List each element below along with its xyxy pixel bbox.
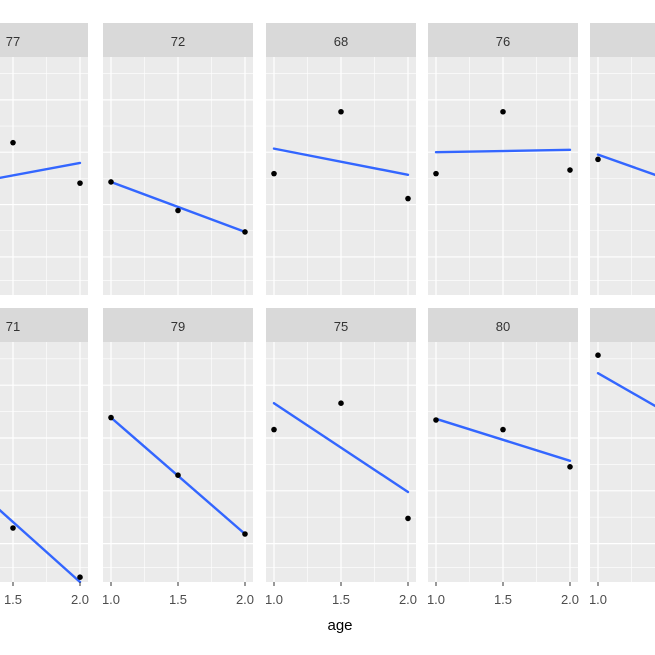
- panel-background: [0, 342, 88, 582]
- fit-line: [596, 372, 655, 408]
- facet-panels: 77 72 68 76 71 79 75 80: [0, 23, 655, 584]
- data-point: [10, 139, 16, 146]
- data-point: [338, 108, 344, 115]
- fit-line: [272, 402, 410, 494]
- facet-strip: [266, 23, 416, 57]
- data-point: [77, 574, 83, 580]
- fit-line: [272, 147, 410, 177]
- x-tick-label: 1.0: [265, 592, 283, 607]
- fit-line: [434, 417, 572, 462]
- facet-strip-label: 71: [6, 319, 20, 334]
- x-tick-label: 1.0: [589, 592, 607, 607]
- panel-background: [590, 342, 655, 582]
- data-point: [108, 179, 114, 185]
- facet-strip: [590, 23, 655, 57]
- facet-strip-label: 72: [171, 34, 185, 49]
- facet-strip: [428, 308, 578, 342]
- fit-line: [596, 153, 655, 177]
- facet-strip-label: 80: [496, 319, 510, 334]
- facet-strip: [103, 308, 253, 342]
- facet-panel-71: 71: [0, 308, 88, 584]
- facet-panel-76: 76: [428, 23, 578, 295]
- x-tick-label: 2.0: [236, 592, 254, 607]
- facet-strip-label: 79: [171, 319, 185, 334]
- x-tick-label: 1.0: [427, 592, 445, 607]
- x-tick-label: 2.0: [399, 592, 417, 607]
- facet-panel-cropped-4: [590, 23, 655, 295]
- data-point: [10, 525, 16, 531]
- facet-panel-68: 68: [266, 23, 416, 295]
- x-tick-label: 1.5: [169, 592, 187, 607]
- fit-line: [0, 161, 82, 180]
- data-point: [77, 180, 83, 186]
- x-tick-label: 2.0: [561, 592, 579, 607]
- facet-strip: [428, 23, 578, 57]
- facet-strip: [590, 308, 655, 342]
- facet-strip: [0, 308, 88, 342]
- facet-panel-cropped-9: [590, 308, 655, 582]
- data-point: [271, 170, 277, 177]
- facet-strip: [266, 308, 416, 342]
- x-axis-title: age: [327, 617, 352, 634]
- facet-strip-label: 77: [6, 34, 20, 49]
- data-point: [500, 426, 506, 433]
- data-point: [595, 352, 601, 359]
- data-point: [175, 472, 181, 479]
- data-point: [595, 156, 601, 163]
- x-tick-label: 1.5: [332, 592, 350, 607]
- data-point: [405, 515, 411, 522]
- x-axis-ticks: 1.01.52.01.01.52.01.01.52.01.01.52.01.01…: [4, 582, 607, 607]
- fit-line: [434, 148, 572, 154]
- facet-panel-79: 79: [103, 308, 253, 582]
- facet-strip-label: 76: [496, 34, 510, 49]
- data-point: [271, 426, 277, 433]
- facet-panel-80: 80: [428, 308, 578, 582]
- data-point: [433, 170, 439, 177]
- data-point: [433, 417, 439, 423]
- data-point: [175, 207, 181, 214]
- x-tick-label: 1.5: [4, 592, 22, 607]
- facet-strip-label: 68: [334, 34, 348, 49]
- data-point: [405, 195, 411, 202]
- x-tick-label: 2.0: [71, 592, 89, 607]
- data-point: [108, 414, 114, 421]
- facet-strip-label: 75: [334, 319, 348, 334]
- facet-panel-77: 77: [0, 23, 88, 295]
- data-point: [500, 108, 506, 115]
- data-point: [242, 531, 248, 537]
- facet-strip: [103, 23, 253, 57]
- fit-line: [109, 180, 247, 234]
- data-point: [242, 229, 248, 235]
- fit-line: [0, 508, 82, 584]
- facet-strip: [0, 23, 88, 57]
- data-point: [338, 400, 344, 407]
- data-point: [567, 464, 573, 470]
- x-tick-label: 1.0: [102, 592, 120, 607]
- x-tick-label: 1.5: [494, 592, 512, 607]
- data-point: [567, 167, 573, 173]
- facet-panel-72: 72: [103, 23, 253, 295]
- panel-background: [590, 57, 655, 295]
- facet-panel-75: 75: [266, 308, 416, 582]
